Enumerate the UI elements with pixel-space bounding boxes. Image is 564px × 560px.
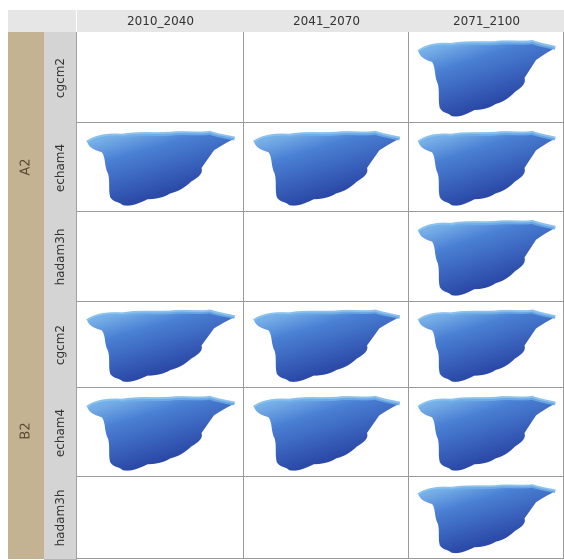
map-cell-a2-cgcm2-2071_2100 [409, 32, 564, 123]
model-label: hadam3h [53, 489, 67, 547]
northern-coast-band [417, 395, 556, 410]
iberia-landmass [418, 311, 556, 382]
iberia-landmass [254, 397, 400, 471]
map-cell-a2-echam4-2071_2100 [409, 123, 564, 212]
map-cell-b2-echam4-2041_2070 [244, 388, 409, 477]
map-cell-a2-cgcm2-2010_2040 [77, 32, 244, 123]
iberia-map [417, 130, 556, 206]
iberia-map [86, 395, 236, 471]
column-header-period-2: 2041_2070 [244, 10, 410, 33]
map-cell-b2-echam4-2071_2100 [409, 388, 564, 477]
iberia-map [417, 484, 556, 554]
model-label: hadam3h [53, 228, 67, 286]
model-label: cgcm2 [53, 57, 67, 98]
column-header-period-1: 2010_2040 [77, 10, 245, 33]
map-cell-b2-cgcm2-2010_2040 [77, 302, 244, 388]
northern-coast-band [417, 484, 556, 497]
model-band-a2-hadam3h: hadam3h [44, 212, 77, 303]
northern-coast-band [417, 39, 556, 54]
scenario-label: A2 [18, 158, 34, 176]
northern-coast-band [253, 130, 401, 145]
iberia-landmass [254, 311, 400, 382]
model-band-b2-echam4: echam4 [44, 388, 77, 478]
northern-coast-band [253, 395, 401, 410]
iberia-map [253, 309, 401, 382]
model-label: echam4 [53, 143, 67, 192]
iberia-map [417, 395, 556, 471]
iberia-map [86, 130, 236, 206]
model-band-a2-echam4: echam4 [44, 123, 77, 213]
map-cell-b2-cgcm2-2071_2100 [409, 302, 564, 388]
northern-coast-band [417, 130, 556, 145]
scenario-band-b2: B2 [8, 302, 45, 559]
iberia-landmass [418, 397, 556, 471]
iberia-landmass [87, 132, 235, 206]
model-label: echam4 [53, 408, 67, 457]
iberia-map [417, 309, 556, 382]
column-header-period-3: 2071_2100 [409, 10, 564, 33]
map-cell-a2-cgcm2-2041_2070 [244, 32, 409, 123]
map-cell-a2-hadam3h-2010_2040 [77, 212, 244, 302]
model-label: cgcm2 [53, 324, 67, 366]
iberia-landmass [418, 486, 556, 554]
iberia-landmass [418, 221, 556, 296]
northern-coast-band [417, 219, 556, 234]
iberia-map [253, 130, 401, 206]
map-cell-a2-echam4-2041_2070 [244, 123, 409, 212]
northern-coast-band [253, 309, 401, 323]
model-band-b2-cgcm2: cgcm2 [44, 302, 77, 389]
iberia-landmass [87, 397, 235, 471]
iberia-map [86, 309, 236, 382]
map-cell-b2-hadam3h-2041_2070 [244, 477, 409, 559]
map-cell-b2-hadam3h-2071_2100 [409, 477, 564, 559]
iberia-landmass [418, 42, 556, 117]
iberia-map [417, 39, 556, 117]
scenario-label: B2 [18, 421, 34, 440]
iberia-map [253, 395, 401, 471]
iberia-landmass [418, 132, 556, 206]
map-cell-a2-hadam3h-2041_2070 [244, 212, 409, 302]
model-band-a2-cgcm2: cgcm2 [44, 32, 77, 124]
iberia-landmass [87, 311, 235, 382]
northern-coast-band [86, 395, 236, 410]
map-cell-a2-echam4-2010_2040 [77, 123, 244, 212]
iberia-map [417, 219, 556, 296]
northern-coast-band [86, 130, 236, 145]
map-cell-b2-hadam3h-2010_2040 [77, 477, 244, 559]
northern-coast-band [86, 309, 236, 323]
iberia-landmass [254, 132, 400, 206]
map-cell-b2-cgcm2-2041_2070 [244, 302, 409, 388]
model-band-b2-hadam3h: hadam3h [44, 477, 77, 560]
header-corner [8, 10, 76, 33]
map-cell-b2-echam4-2010_2040 [77, 388, 244, 477]
map-cell-a2-hadam3h-2071_2100 [409, 212, 564, 302]
northern-coast-band [417, 309, 556, 323]
scenario-band-a2: A2 [8, 32, 45, 303]
